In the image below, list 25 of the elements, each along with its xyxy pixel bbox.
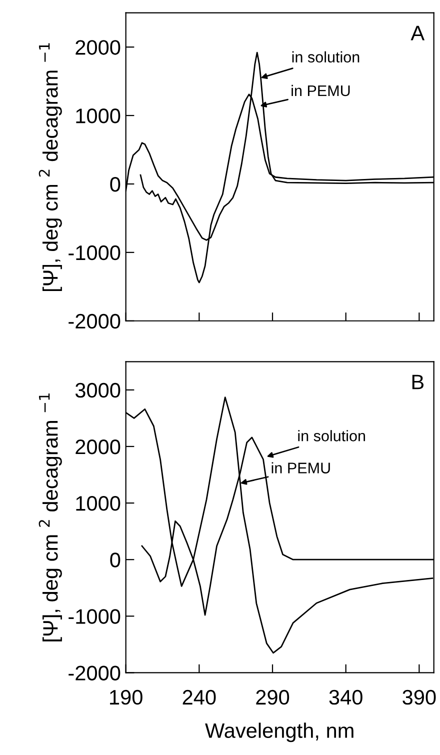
y-tick-label: -1000 bbox=[68, 245, 120, 260]
y-tick-label: 0 bbox=[110, 176, 120, 192]
y-axis-title: [Ψ], deg cm $^{2}$ decagram $^{−1}$ bbox=[38, 394, 62, 642]
chart-title: A bbox=[410, 26, 425, 40]
x-tick-label: 240 bbox=[182, 690, 216, 705]
y-tick-label: -2000 bbox=[68, 314, 120, 329]
chart-title: B bbox=[412, 374, 424, 390]
y-tick-label: 2000 bbox=[76, 40, 120, 55]
y-tick-label: -1000 bbox=[68, 609, 120, 624]
annotation: in PEMU bbox=[272, 462, 330, 474]
x-tick-label: 190 bbox=[110, 690, 142, 705]
x-axis-title: Wavelength, nm bbox=[205, 722, 354, 742]
y-tick-label: -2000 bbox=[68, 666, 120, 680]
y-tick-label: 2000 bbox=[76, 439, 120, 454]
x-tick-label: 290 bbox=[256, 690, 290, 705]
annotation: in PEMU bbox=[292, 84, 350, 96]
x-tick-label: 340 bbox=[329, 690, 362, 705]
y-axis-title: [Ψ], deg cm $^{2}$ decagram $^{−1}$ bbox=[38, 43, 62, 291]
y-tick-label: 1000 bbox=[76, 496, 120, 511]
y-tick-label: 0 bbox=[110, 552, 120, 568]
annotation: in solution bbox=[298, 430, 365, 442]
y-tick-label: 1000 bbox=[76, 108, 120, 124]
y-tick-label: 3000 bbox=[75, 382, 120, 398]
annotation: in solution bbox=[292, 51, 360, 63]
x-tick-label: 390 bbox=[402, 690, 436, 705]
